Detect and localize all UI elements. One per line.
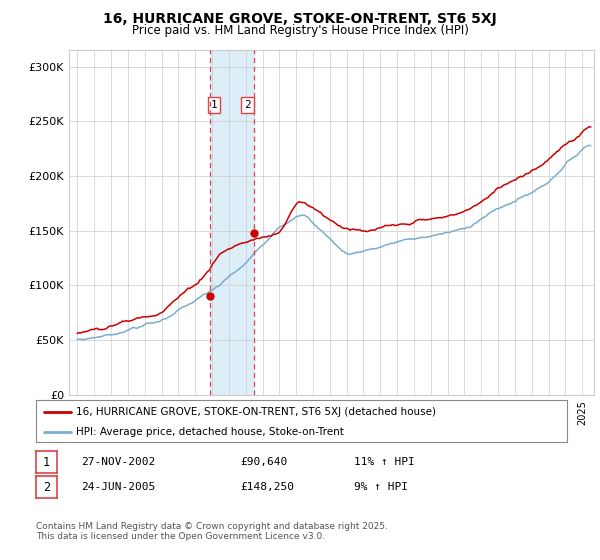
Text: 27-NOV-2002: 27-NOV-2002 [81,457,155,467]
Text: 16, HURRICANE GROVE, STOKE-ON-TRENT, ST6 5XJ (detached house): 16, HURRICANE GROVE, STOKE-ON-TRENT, ST6… [76,407,436,417]
Text: Price paid vs. HM Land Registry's House Price Index (HPI): Price paid vs. HM Land Registry's House … [131,24,469,36]
Text: 2: 2 [43,480,50,494]
Text: Contains HM Land Registry data © Crown copyright and database right 2025.
This d: Contains HM Land Registry data © Crown c… [36,522,388,542]
Text: HPI: Average price, detached house, Stoke-on-Trent: HPI: Average price, detached house, Stok… [76,427,344,437]
Text: 9% ↑ HPI: 9% ↑ HPI [354,482,408,492]
Text: 2: 2 [244,100,251,110]
Text: £90,640: £90,640 [240,457,287,467]
Text: 1: 1 [211,100,217,110]
Text: 16, HURRICANE GROVE, STOKE-ON-TRENT, ST6 5XJ: 16, HURRICANE GROVE, STOKE-ON-TRENT, ST6… [103,12,497,26]
Text: £148,250: £148,250 [240,482,294,492]
Bar [211,50,254,395]
Text: 24-JUN-2005: 24-JUN-2005 [81,482,155,492]
Text: 1: 1 [43,455,50,469]
Text: 11% ↑ HPI: 11% ↑ HPI [354,457,415,467]
